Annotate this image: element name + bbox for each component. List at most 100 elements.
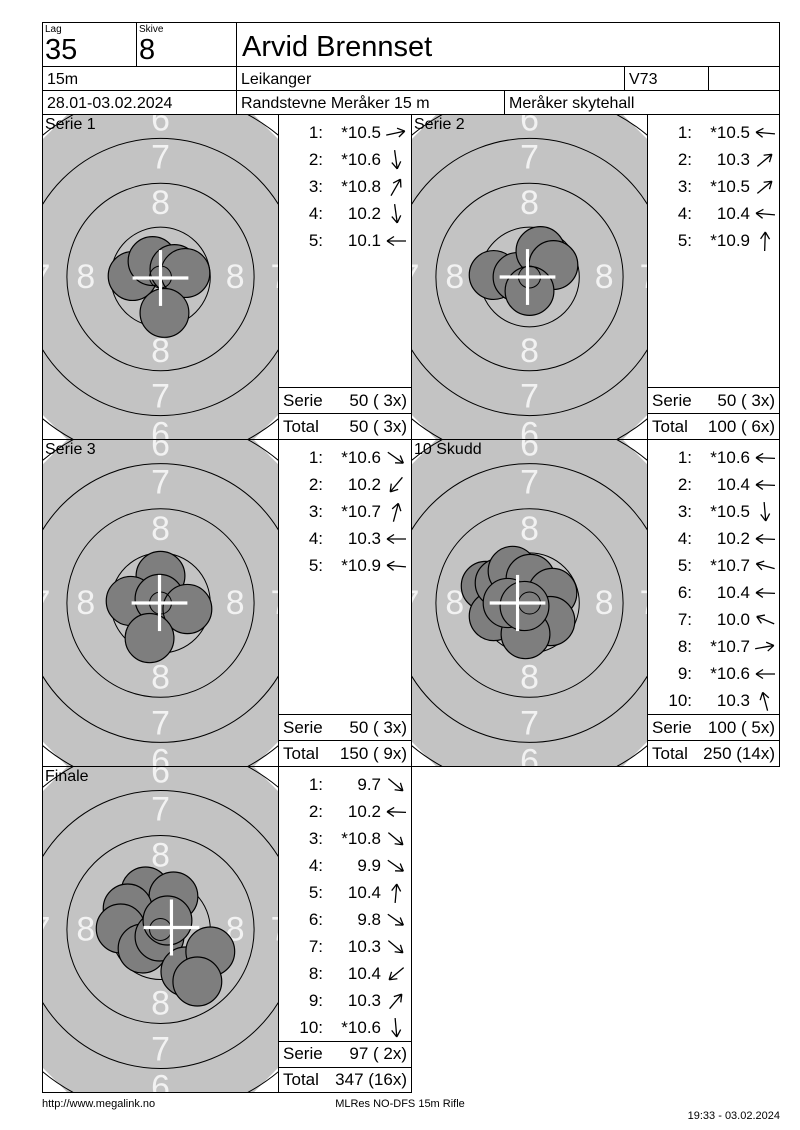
shot-direction — [381, 992, 411, 1009]
shot-direction-arrow — [755, 587, 775, 598]
panel-title: 10 Skudd — [414, 441, 482, 458]
shot-direction — [750, 585, 779, 601]
shot-direction-arrow — [386, 235, 406, 246]
shot-hole — [162, 583, 213, 635]
shot-score: 10.4 — [716, 582, 750, 602]
ring-number: 6 — [520, 115, 539, 138]
shot-score: 10.3 — [716, 690, 750, 710]
shot-hole — [124, 612, 175, 664]
shot-score: 10.4 — [347, 963, 381, 983]
shot-number: 1: — [308, 122, 323, 142]
shot-direction — [381, 125, 411, 141]
ring-number: 7 — [151, 790, 170, 828]
shot-direction-arrow — [389, 476, 403, 493]
ring-number: 7 — [640, 584, 647, 622]
shot-direction-arrow — [755, 452, 775, 463]
shot-score: 10.4 — [716, 474, 750, 494]
shot-list: 1: *10.5 2: *10.6 3: *10.8 4: 10.2 5: 10.1 — [279, 115, 411, 387]
shot-row: 3: *10.5 — [648, 173, 779, 200]
ring-number: 7 — [271, 584, 278, 622]
score-cell: 1: *10.6 2: 10.2 3: *10.7 4: 10.3 5: *10.9 Serie … — [279, 440, 411, 766]
total-value: 150 ( 9x) — [339, 743, 407, 763]
shot-score: *10.6 — [341, 149, 381, 169]
shot-score: *10.5 — [341, 122, 381, 142]
shot-row: 6: 9.8 — [279, 906, 411, 933]
ring-number: 7 — [271, 258, 278, 296]
shot-direction-arrow — [756, 180, 773, 194]
ring-number: 7 — [412, 584, 419, 622]
serie-sum-row: Serie 50 ( 3x) — [648, 387, 779, 413]
shot-row: 4: 10.2 — [648, 525, 779, 552]
serie-label: Serie — [283, 717, 323, 737]
shooter-class: V73 — [625, 67, 709, 91]
shot-row: 1: 9.7 — [279, 771, 411, 798]
shot-score: *10.5 — [710, 122, 750, 142]
shot-score: *10.6 — [341, 447, 381, 467]
shot-number: 7: — [677, 609, 692, 629]
shot-direction-arrow — [387, 777, 404, 791]
shot-row: 1: *10.6 — [279, 444, 411, 471]
shot-direction — [750, 179, 779, 195]
total-value: 347 (16x) — [335, 1069, 407, 1089]
score-cell: 1: *10.5 2: 10.3 3: *10.5 4: 10.4 5: *10.9 Serie … — [648, 115, 779, 439]
ring-number: 7 — [151, 464, 170, 502]
header-row-2: 15m Leikanger V73 — [42, 67, 780, 91]
ring-number: 8 — [445, 258, 464, 296]
shot-direction-arrow — [388, 966, 405, 980]
shot-number: 2: — [677, 149, 692, 169]
shot-score: 10.0 — [716, 609, 750, 629]
shot-score: *10.6 — [341, 1017, 381, 1037]
shot-row: 2: *10.6 — [279, 146, 411, 173]
total-value: 100 ( 6x) — [707, 416, 775, 436]
shot-number: 4: — [677, 528, 692, 548]
ring-number: 8 — [226, 258, 245, 296]
mpi-cross — [489, 574, 546, 632]
shot-number: 9: — [308, 990, 323, 1010]
skive-cell: Skive 8 — [137, 22, 237, 67]
shot-score: 10.3 — [716, 149, 750, 169]
shot-direction — [381, 1017, 411, 1037]
serie-value: 50 ( 3x) — [349, 390, 407, 410]
shot-number: 4: — [677, 203, 692, 223]
shot-number: 5: — [677, 230, 692, 250]
shot-direction — [750, 206, 779, 222]
series-panels: 8768768877 Serie 1 1:*10.52:*10.63:*10.8… — [42, 115, 780, 1093]
shot-direction — [750, 531, 779, 547]
header-row-1: Lag 35 Skive 8 Arvid Brennset — [42, 22, 780, 67]
ring-number: 8 — [151, 184, 170, 222]
shot-hole — [499, 580, 550, 632]
shot-direction — [750, 639, 779, 655]
shot-score: 10.3 — [347, 528, 381, 548]
shot-row: 5: *10.7 — [648, 552, 779, 579]
mpi-cross — [143, 899, 200, 956]
shot-score: *10.9 — [710, 230, 750, 250]
shot-direction-arrow — [755, 668, 775, 679]
target-cell: 8768768877 Serie 2 — [412, 115, 648, 439]
score-cell: 1: *10.5 2: *10.6 3: *10.8 4: 10.2 5: 10.1 Serie … — [279, 115, 411, 439]
ring-number: 7 — [43, 258, 50, 296]
page-footer: http://www.megalink.no MLRes NO-DFS 15m … — [0, 1098, 800, 1122]
shot-direction-arrow — [391, 149, 402, 169]
shot-direction — [750, 231, 779, 251]
shot-row: 8: *10.7 — [648, 633, 779, 660]
shot-direction-arrow — [387, 831, 404, 845]
ring-number: 8 — [76, 258, 95, 296]
shot-score: *10.6 — [710, 447, 750, 467]
shot-score: 9.8 — [357, 909, 381, 929]
serie-value: 50 ( 3x) — [717, 390, 775, 410]
shot-direction-arrow — [386, 533, 406, 544]
shot-direction-arrow — [386, 127, 406, 137]
shot-number: 5: — [677, 555, 692, 575]
shot-direction — [381, 804, 411, 820]
panel-title: Serie 1 — [45, 116, 96, 133]
shot-row: 2: 10.2 — [279, 798, 411, 825]
ring-number: 8 — [520, 332, 539, 370]
shot-list: 1: 9.7 2: 10.2 3: *10.8 4: 9.9 5: 10.4 6: 9.8 7: 10.3… — [279, 767, 411, 1041]
shot-number: 2: — [677, 474, 692, 494]
ring-number: 6 — [151, 440, 170, 464]
shot-direction — [381, 476, 411, 493]
target-cell: 8768768877 Serie 1 — [43, 115, 279, 439]
ring-number: 8 — [445, 584, 464, 622]
ring-number: 8 — [151, 658, 170, 696]
